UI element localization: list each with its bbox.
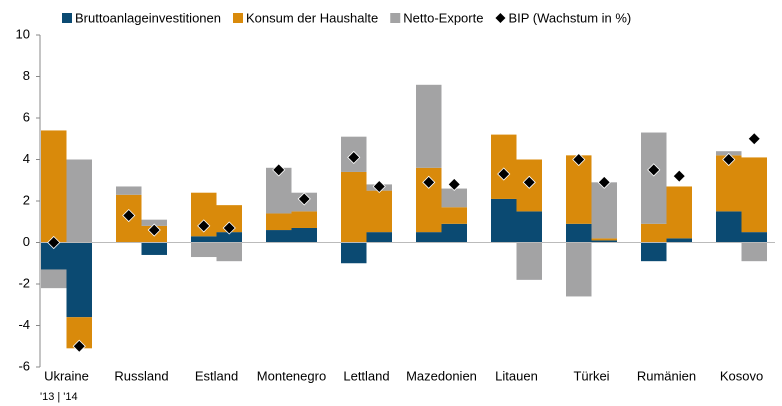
x-tick-label: Kosovo bbox=[720, 368, 763, 383]
bip-marker bbox=[272, 163, 286, 177]
bar-segment bbox=[741, 157, 767, 233]
y-tick-label: 0 bbox=[23, 234, 30, 249]
legend-swatch bbox=[62, 13, 72, 23]
bip-marker bbox=[572, 152, 586, 167]
bar-segment bbox=[116, 186, 142, 195]
bip-marker bbox=[297, 192, 311, 206]
bar-segment bbox=[141, 242, 167, 255]
bar-segment bbox=[516, 211, 542, 243]
bip-marker bbox=[497, 167, 511, 181]
period-note: '13 | '14 bbox=[40, 391, 78, 403]
bar-segment bbox=[666, 186, 692, 239]
bar-segment bbox=[666, 238, 692, 243]
bar-segment bbox=[441, 223, 467, 243]
bar-segment bbox=[341, 171, 367, 243]
bip-marker bbox=[722, 152, 736, 167]
bip-marker bbox=[122, 208, 136, 223]
bip-marker bbox=[422, 175, 436, 189]
bar-segment bbox=[291, 211, 317, 228]
legend-label: BIP (Wachstum in %) bbox=[508, 10, 631, 25]
bar-segment bbox=[141, 219, 167, 226]
bar-segment bbox=[216, 242, 242, 262]
y-tick-label: -6 bbox=[18, 358, 30, 373]
bar-segment bbox=[716, 211, 742, 243]
bar-segment bbox=[266, 213, 292, 231]
bip-marker bbox=[647, 163, 661, 177]
x-tick-label: Litauen bbox=[495, 368, 538, 383]
bar-segment bbox=[741, 232, 767, 243]
bar-segment bbox=[641, 132, 667, 224]
legend-swatch bbox=[495, 13, 506, 23]
x-tick-label: Mazedonien bbox=[406, 368, 477, 383]
x-tick-label: Rumänien bbox=[637, 368, 696, 383]
x-tick-label: Russland bbox=[114, 368, 168, 383]
bar-segment bbox=[641, 242, 667, 262]
bar-segment bbox=[566, 223, 592, 243]
bar-segment bbox=[591, 182, 617, 239]
bar-segment bbox=[66, 159, 92, 243]
x-tick-label: Estland bbox=[195, 368, 238, 383]
bar-segment bbox=[66, 242, 92, 318]
bar-segment bbox=[491, 198, 517, 243]
bar-segment bbox=[191, 242, 217, 258]
bip-marker bbox=[197, 219, 211, 233]
bip-marker bbox=[672, 169, 686, 183]
x-tick-label: Ukraine bbox=[44, 368, 89, 383]
bip-marker bbox=[372, 179, 386, 194]
legend-swatch bbox=[233, 13, 243, 23]
bar-segment bbox=[441, 188, 467, 208]
bar-segment bbox=[441, 207, 467, 224]
bip-marker bbox=[72, 339, 86, 353]
x-tick-label: Montenegro bbox=[257, 368, 326, 383]
bip-marker bbox=[347, 150, 361, 164]
bar-segment bbox=[191, 236, 217, 243]
bar-segment bbox=[741, 242, 767, 262]
bar-segment bbox=[566, 242, 592, 297]
y-tick-label: 2 bbox=[23, 192, 30, 207]
y-tick-label: -2 bbox=[18, 275, 30, 290]
bip-marker bbox=[147, 223, 161, 237]
bip-marker bbox=[522, 175, 536, 189]
bar-segment bbox=[591, 238, 617, 241]
bar-segment bbox=[291, 227, 317, 243]
bar-segment bbox=[516, 242, 542, 280]
bar-segment bbox=[366, 232, 392, 243]
bar-segment bbox=[266, 230, 292, 243]
x-tick-label: Türkei bbox=[573, 368, 609, 383]
y-tick-label: 6 bbox=[23, 109, 30, 124]
bip-marker bbox=[597, 175, 611, 189]
bip-marker bbox=[447, 177, 461, 191]
legend-swatch bbox=[390, 13, 401, 23]
y-tick-label: 4 bbox=[23, 151, 30, 166]
y-tick-label: -4 bbox=[18, 317, 30, 332]
y-tick-label: 10 bbox=[16, 26, 30, 41]
bip-marker bbox=[747, 132, 761, 146]
bar-segment bbox=[366, 190, 392, 233]
bar-segment bbox=[416, 232, 442, 243]
bar-segment bbox=[566, 155, 592, 224]
bar-segment bbox=[591, 240, 617, 243]
bar-segment bbox=[416, 84, 442, 168]
bip-marker bbox=[222, 221, 236, 235]
legend-label: Netto-Exporte bbox=[403, 10, 483, 25]
bar-segment bbox=[341, 242, 367, 264]
bar-segment bbox=[41, 130, 67, 243]
bar-segment bbox=[41, 269, 67, 289]
legend-label: Bruttoanlageinvestitionen bbox=[75, 10, 221, 25]
x-tick-label: Lettland bbox=[343, 368, 389, 383]
bar-segment bbox=[216, 232, 242, 243]
bar-segment bbox=[641, 223, 667, 243]
y-tick-label: 8 bbox=[23, 68, 30, 83]
legend-label: Konsum der Haushalte bbox=[246, 10, 378, 25]
bip-marker bbox=[47, 235, 61, 250]
bar-segment bbox=[491, 134, 517, 199]
